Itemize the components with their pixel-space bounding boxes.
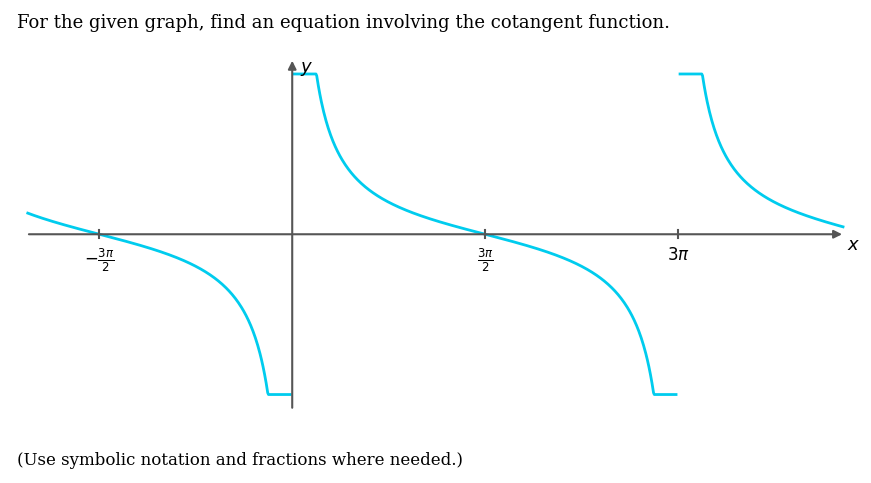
Text: (Use symbolic notation and fractions where needed.): (Use symbolic notation and fractions whe… (17, 452, 463, 469)
Text: $y$: $y$ (300, 59, 313, 78)
Text: $x$: $x$ (847, 237, 861, 255)
Text: $3\pi$: $3\pi$ (666, 246, 690, 264)
Text: For the given graph, find an equation involving the cotangent function.: For the given graph, find an equation in… (17, 14, 671, 32)
Text: $\frac{3\pi}{2}$: $\frac{3\pi}{2}$ (476, 246, 493, 274)
Text: $-\frac{3\pi}{2}$: $-\frac{3\pi}{2}$ (84, 246, 115, 274)
